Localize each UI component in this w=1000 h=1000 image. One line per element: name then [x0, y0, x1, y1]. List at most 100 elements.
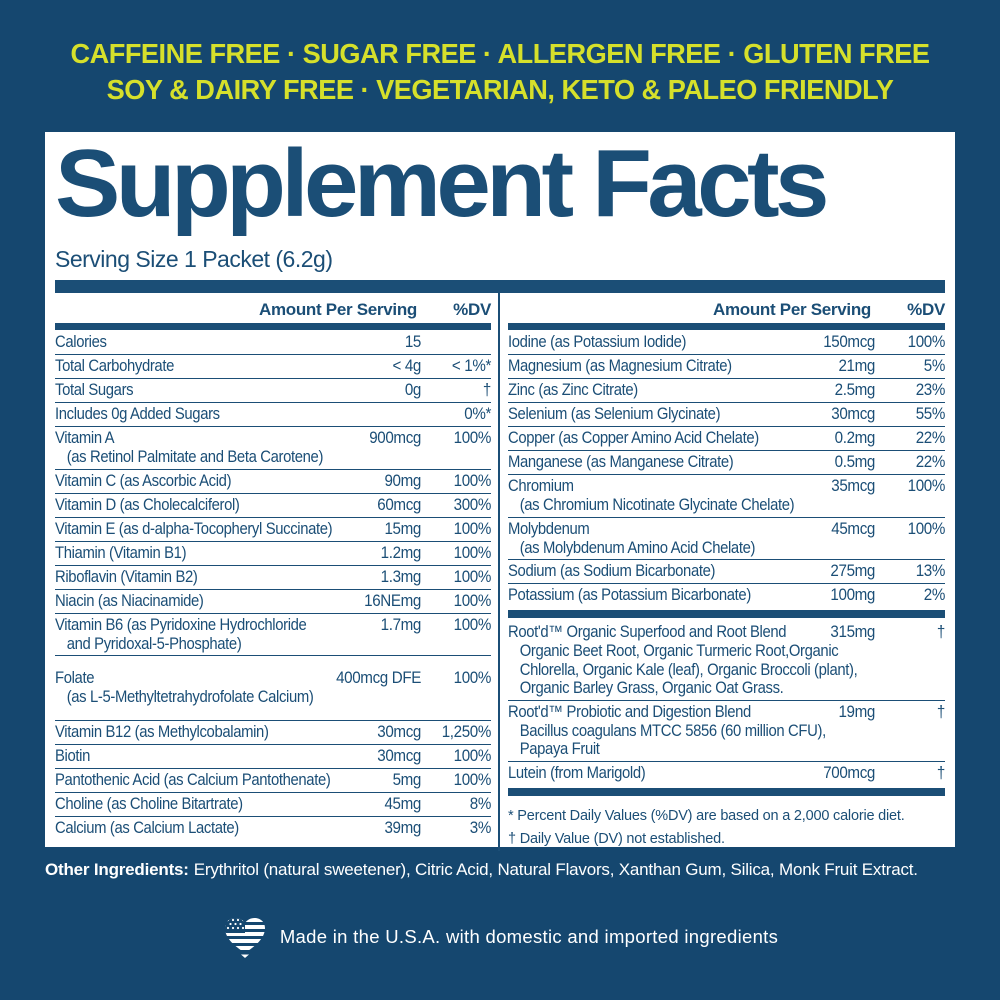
- footnotes: * Percent Daily Values (%DV) are based o…: [508, 805, 945, 851]
- row-subtext: and Pyridoxal-5-Phosphate): [66, 634, 242, 653]
- row-dv: †: [936, 702, 945, 721]
- row-name: Vitamin A: [55, 429, 115, 447]
- row-dv: 300%: [453, 495, 492, 514]
- table-row: Total Sugars 0g †: [55, 378, 491, 402]
- footnote-dagger: † Daily Value (DV) not established.: [508, 830, 725, 847]
- row-subtext: (as Molybdenum Amino Acid Chelate): [519, 538, 756, 557]
- table-row: Root'd™ Probiotic and Digestion Blend 19m…: [508, 699, 945, 761]
- row-dv: 5%: [923, 357, 946, 375]
- table-row: Molybdenum 45mcg 100% (as Molybdenum Amino …: [508, 516, 945, 560]
- row-amount: 45mg: [384, 794, 421, 813]
- row-dv: 100%: [453, 746, 492, 765]
- row-name: Selenium (as Selenium Glycinate): [508, 405, 721, 423]
- row-amount: 30mcg: [377, 722, 421, 741]
- row-name: Riboflavin (Vitamin B2): [55, 567, 198, 586]
- row-amount: 0.5mg: [834, 453, 876, 471]
- row-dv: †: [936, 623, 945, 641]
- row-name: Lutein (from Marigold): [508, 763, 646, 782]
- row-amount: 315mg: [830, 623, 875, 641]
- row-dv: †: [936, 763, 945, 782]
- table-row: Selenium (as Selenium Glycinate) 30mcg 55%: [508, 402, 945, 426]
- row-name: Chromium: [508, 477, 574, 495]
- table-row: Calories 15: [55, 331, 491, 354]
- row-name: Choline (as Choline Bitartrate): [55, 794, 243, 813]
- row-dv: 55%: [915, 405, 946, 423]
- header-divider-bar: [508, 323, 945, 330]
- row-name: Potassium (as Potassium Bicarbonate): [508, 586, 751, 604]
- row-subtext: Organic Beet Root, Organic Turmeric Root…: [519, 642, 858, 697]
- table-row: Calcium (as Calcium Lactate) 39mg 3%: [55, 815, 491, 840]
- row-dv: 2%: [923, 586, 946, 604]
- row-amount: 15mg: [384, 519, 421, 538]
- row-dv: 22%: [915, 453, 946, 471]
- table-row: Vitamin B6 (as Pyridoxine Hydrochloride 1…: [55, 612, 492, 656]
- header-divider-bar: [55, 323, 491, 330]
- row-dv: 100%: [907, 477, 946, 495]
- table-row: Biotin 30mcg 100%: [55, 743, 492, 768]
- row-dv: 100%: [453, 429, 492, 447]
- row-dv: 100%: [453, 471, 492, 490]
- row-name: Thiamin (Vitamin B1): [55, 543, 187, 562]
- row-dv: 100%: [453, 519, 492, 538]
- row-dv: 8%: [469, 794, 492, 813]
- title-divider-bar: [55, 280, 945, 293]
- other-ingredients-text: Erythritol (natural sweetener), Citric A…: [193, 860, 918, 879]
- row-amount: 16NEmg: [364, 591, 421, 610]
- other-ingredients-label: Other Ingredients:: [45, 860, 189, 879]
- table-row: Vitamin A 900mcg 100% (as Retinol Palmitate…: [55, 426, 491, 469]
- top-claims-banner: CAFFEINE FREE · SUGAR FREE · ALLERGEN FR…: [0, 0, 1000, 108]
- supplement-facts-panel: Supplement Facts Serving Size 1 Packet (…: [45, 132, 955, 851]
- row-amount: 275mg: [830, 562, 875, 580]
- other-ingredients: Other Ingredients: Erythritol (natural sw…: [45, 860, 955, 880]
- left-rows-container: Calories 15 Total Carbohydrate < 4g < 1%* Tot…: [55, 331, 491, 840]
- table-row: Total Carbohydrate < 4g < 1%*: [55, 354, 491, 378]
- row-amount: 100mg: [830, 586, 875, 604]
- row-dv: 22%: [915, 429, 946, 447]
- table-row: Pantothenic Acid (as Calcium Pantothenat…: [55, 767, 491, 792]
- row-name: Vitamin D (as Cholecalciferol): [55, 495, 240, 514]
- row-amount: 21mg: [838, 357, 875, 375]
- row-name: Manganese (as Manganese Citrate): [508, 453, 734, 471]
- table-row: Copper (as Copper Amino Acid Chelate) 0.2…: [508, 426, 945, 450]
- row-name: Total Sugars: [55, 381, 134, 399]
- row-name: Vitamin B6 (as Pyridoxine Hydrochloride: [55, 615, 307, 634]
- row-amount: 1.7mg: [380, 615, 422, 634]
- footnote-percent-dv: * Percent Daily Values (%DV) are based o…: [508, 807, 905, 824]
- row-dv: 1,250%: [441, 722, 492, 741]
- row-amount: 5mg: [392, 770, 422, 789]
- row-amount: 400mcg DFE: [336, 669, 421, 687]
- row-name: Biotin: [55, 746, 90, 765]
- table-row: Lutein (from Marigold) 700mcg †: [508, 760, 945, 785]
- row-name: Magnesium (as Magnesium Citrate): [508, 357, 732, 375]
- row-dv: 100%: [907, 333, 946, 351]
- amount-per-serving-header: Amount Per Serving: [712, 300, 871, 319]
- table-row: Sodium (as Sodium Bicarbonate) 275mg 13%: [508, 559, 945, 583]
- right-rows-container: Iodine (as Potassium Iodide) 150mcg 100% Ma…: [508, 331, 945, 796]
- row-name: Vitamin E (as d-alpha-Tocopheryl Succina…: [55, 519, 333, 538]
- row-name: Zinc (as Zinc Citrate): [508, 381, 638, 399]
- row-amount: 1.2mg: [380, 543, 422, 562]
- row-dv: 100%: [453, 591, 492, 610]
- row-name: Vitamin C (as Ascorbic Acid): [55, 471, 232, 490]
- facts-right-column: Amount Per Serving %DV Iodine (as Potass…: [500, 293, 945, 851]
- row-name: Niacin (as Niacinamide): [55, 591, 204, 610]
- row-name: Includes 0g Added Sugars: [55, 405, 220, 423]
- row-dv: 100%: [453, 615, 492, 634]
- row-name: Iodine (as Potassium Iodide): [508, 333, 687, 351]
- row-dv: 23%: [915, 381, 946, 399]
- row-name: Calcium (as Calcium Lactate): [55, 818, 239, 837]
- row-amount: 2.5mg: [834, 381, 876, 399]
- supplement-facts-title: Supplement Facts: [55, 130, 830, 237]
- row-amount: 19mg: [838, 702, 875, 721]
- table-row: Vitamin C (as Ascorbic Acid) 90mg 100%: [55, 468, 492, 493]
- table-row: Root'd™ Organic Superfood and Root Blend…: [508, 621, 945, 700]
- table-row: Vitamin B12 (as Methylcobalamin) 30mcg 1,2…: [55, 719, 492, 744]
- table-row: Folate 400mcg DFE 100% (as L-5-Methyltetrah…: [55, 655, 491, 720]
- row-dv: 13%: [915, 562, 946, 580]
- amount-per-serving-header: Amount Per Serving: [258, 300, 417, 319]
- table-row: Chromium 35mcg 100% (as Chromium Nicotinate…: [508, 474, 945, 517]
- row-amount: 15: [404, 333, 422, 351]
- row-amount: 35mcg: [831, 477, 875, 495]
- row-amount: 60mcg: [377, 495, 421, 514]
- percent-dv-header: %DV: [907, 300, 945, 319]
